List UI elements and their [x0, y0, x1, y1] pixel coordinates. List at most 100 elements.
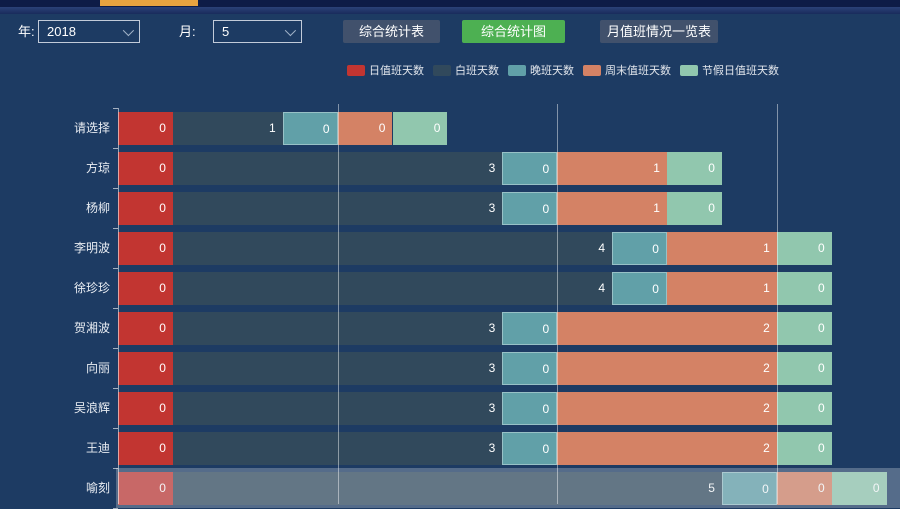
bar-segment-晚班天数[interactable]: 0	[502, 311, 558, 345]
bar-segment-周末值班天数[interactable]: 1	[557, 151, 667, 185]
bar-segment-节假日值班天数[interactable]: 0	[392, 111, 448, 145]
bar-value-label: 0	[159, 360, 166, 375]
bar-segment-节假日值班天数[interactable]: 0	[776, 311, 832, 345]
bar-segment-白班天数[interactable]: 3	[172, 391, 503, 425]
bar-segment-日值班天数[interactable]: 0	[118, 111, 173, 145]
year-value: 2018	[47, 24, 76, 39]
bar-value-label: 0	[159, 440, 166, 455]
bar-segment-白班天数[interactable]: 4	[172, 271, 613, 305]
bar-segment-白班天数[interactable]: 4	[172, 231, 613, 265]
bar-segment-周末值班天数[interactable]: 0	[337, 111, 393, 145]
category-label: 王迪	[85, 441, 110, 455]
bar-value-label: 1	[269, 120, 276, 135]
bar-value-label: 1	[763, 280, 770, 295]
chevron-down-icon	[284, 24, 297, 36]
legend-swatch	[583, 64, 601, 76]
bar-segment-日值班天数[interactable]: 0	[118, 311, 173, 345]
category-label: 方琼	[85, 161, 110, 175]
bar-value-label: 3	[488, 360, 496, 375]
bar-segment-日值班天数[interactable]: 0	[118, 271, 173, 305]
legend-item-0[interactable]: 日值班天数	[347, 62, 424, 78]
bar-segment-晚班天数[interactable]: 0	[612, 271, 667, 305]
bar-value-label: 0	[818, 280, 825, 295]
legend-label: 周末值班天数	[605, 65, 671, 77]
bar-value-label: 0	[159, 240, 166, 255]
bar-segment-白班天数[interactable]: 3	[172, 191, 503, 225]
bar-value-label: 0	[652, 241, 659, 256]
bar-segment-晚班天数[interactable]: 0	[502, 431, 558, 465]
category-label: 贺湘波	[73, 321, 110, 335]
duty-bar-chart: 请选择 0 1 0 0 0 方琼 0 3 0 1 0 杨柳 0 3 0 1 0 李明波 0 4 0 1 0 徐珍珍 0 4 0 1 0 贺湘…	[0, 90, 900, 509]
bar-segment-节假日值班天数[interactable]: 0	[776, 231, 832, 265]
bar-segment-节假日值班天数[interactable]: 0	[776, 431, 832, 465]
y-axis-tick	[113, 188, 118, 189]
scroll-indicator[interactable]	[100, 0, 198, 6]
legend-label: 日值班天数	[369, 65, 424, 77]
category-label: 请选择	[73, 121, 110, 135]
bar-segment-白班天数[interactable]: 5	[172, 471, 722, 505]
legend-item-4[interactable]: 节假日值班天数	[680, 62, 779, 78]
bar-segment-白班天数[interactable]: 1	[172, 111, 283, 145]
bar-value-label: 2	[763, 360, 770, 375]
bar-segment-周末值班天数[interactable]: 1	[667, 231, 777, 265]
bar-segment-晚班天数[interactable]: 0	[282, 111, 338, 145]
legend-item-2[interactable]: 晚班天数	[508, 62, 574, 78]
bar-segment-白班天数[interactable]: 3	[172, 351, 503, 385]
bar-segment-周末值班天数[interactable]: 2	[557, 391, 777, 425]
bar-segment-周末值班天数[interactable]: 1	[557, 191, 667, 225]
bar-value-label: 0	[542, 201, 550, 216]
bar-value-label: 1	[653, 160, 660, 175]
bar-value-label: 0	[433, 120, 441, 135]
stats-table-button[interactable]: 综合统计表	[343, 20, 440, 43]
bar-segment-日值班天数[interactable]: 0	[118, 391, 173, 425]
bar-segment-节假日值班天数[interactable]: 0	[776, 271, 832, 305]
y-axis-tick	[113, 428, 118, 429]
bar-segment-白班天数[interactable]: 3	[172, 151, 503, 185]
y-axis-tick	[113, 468, 118, 469]
bar-segment-白班天数[interactable]: 3	[172, 431, 503, 465]
bar-segment-晚班天数[interactable]: 0	[502, 191, 558, 225]
bar-value-label: 4	[598, 240, 606, 255]
legend-label: 白班天数	[455, 65, 499, 77]
bar-value-label: 5	[708, 480, 715, 495]
month-value: 5	[222, 24, 230, 39]
bar-segment-日值班天数[interactable]: 0	[118, 151, 173, 185]
bar-value-label: 1	[763, 240, 770, 255]
legend-item-3[interactable]: 周末值班天数	[583, 62, 671, 78]
legend-swatch	[508, 64, 526, 76]
bar-segment-日值班天数[interactable]: 0	[118, 431, 173, 465]
bar-segment-周末值班天数[interactable]: 2	[557, 351, 777, 385]
bar-segment-节假日值班天数[interactable]: 0	[776, 351, 832, 385]
bar-value-label: 3	[488, 320, 496, 335]
month-select[interactable]: 5	[213, 20, 302, 43]
bar-segment-节假日值班天数[interactable]: 0	[667, 191, 722, 225]
bar-segment-晚班天数[interactable]: 0	[502, 391, 558, 425]
bar-segment-节假日值班天数[interactable]: 0	[831, 471, 887, 505]
bar-segment-周末值班天数[interactable]: 2	[557, 311, 777, 345]
bar-segment-周末值班天数[interactable]: 2	[557, 431, 777, 465]
monthly-duty-list-button[interactable]: 月值班情况一览表	[600, 20, 718, 43]
bar-segment-晚班天数[interactable]: 0	[502, 151, 558, 185]
category-label: 杨柳	[85, 201, 110, 215]
year-select[interactable]: 2018	[38, 20, 140, 43]
bar-segment-日值班天数[interactable]: 0	[118, 471, 173, 505]
bar-segment-晚班天数[interactable]: 0	[502, 351, 558, 385]
gridline	[338, 104, 339, 504]
bar-segment-周末值班天数[interactable]: 0	[776, 471, 832, 505]
bar-segment-白班天数[interactable]: 3	[172, 311, 503, 345]
bar-segment-日值班天数[interactable]: 0	[118, 231, 173, 265]
bar-segment-日值班天数[interactable]: 0	[118, 191, 173, 225]
bar-value-label: 0	[652, 281, 659, 296]
bar-value-label: 0	[378, 120, 386, 135]
bar-segment-节假日值班天数[interactable]: 0	[776, 391, 832, 425]
bar-value-label: 0	[708, 160, 715, 175]
y-axis-tick	[113, 388, 118, 389]
month-label: 月:	[179, 24, 196, 39]
bar-segment-晚班天数[interactable]: 0	[612, 231, 667, 265]
stats-chart-button[interactable]: 综合统计图	[462, 20, 565, 43]
bar-segment-日值班天数[interactable]: 0	[118, 351, 173, 385]
bar-segment-周末值班天数[interactable]: 1	[667, 271, 777, 305]
category-label: 向丽	[85, 361, 110, 375]
legend-item-1[interactable]: 白班天数	[433, 62, 499, 78]
bar-segment-节假日值班天数[interactable]: 0	[667, 151, 722, 185]
